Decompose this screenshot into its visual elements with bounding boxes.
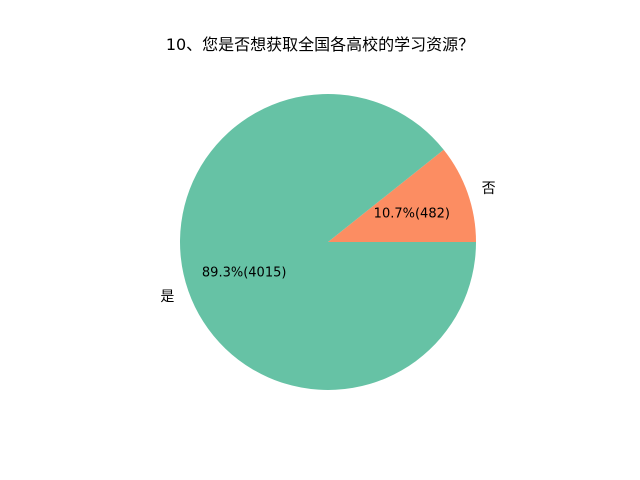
pie-slice-2	[180, 94, 476, 391]
slice-category-label: 否	[482, 181, 496, 197]
slice-percent-label: 89.3%(4015)	[202, 265, 287, 280]
slices-layer	[180, 94, 476, 391]
labels-layer: 否 10.7%(482) 是 89.3%(4015)	[160, 181, 495, 305]
slice-category-label: 是	[160, 289, 174, 305]
chart-title: 10、您是否想获取全国各高校的学习资源？	[166, 35, 474, 54]
pie-slice-1	[328, 149, 476, 242]
slice-percent-label: 10.7%(482)	[374, 207, 450, 222]
